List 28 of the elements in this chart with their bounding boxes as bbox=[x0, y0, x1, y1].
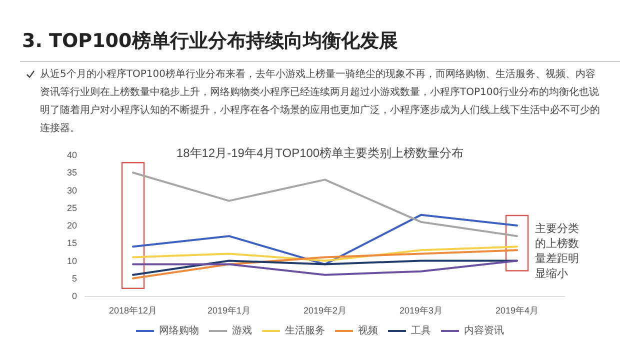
y-tick-label: 30 bbox=[66, 185, 77, 196]
x-tick-label: 2019年3月 bbox=[399, 306, 443, 316]
y-tick-label: 10 bbox=[66, 256, 77, 266]
legend-label: 工具 bbox=[411, 326, 431, 336]
legend-label: 生活服务 bbox=[285, 324, 325, 336]
annotation: 18年12月-19年4月TOP100榜单主要类别上榜数量分布 bbox=[176, 146, 464, 160]
x-tick-label: 2019年1月 bbox=[207, 306, 251, 316]
line-series bbox=[132, 246, 518, 262]
y-tick-label: 0 bbox=[72, 291, 77, 301]
y-tick-label: 5 bbox=[72, 273, 77, 284]
legend-label: 视频 bbox=[358, 324, 378, 336]
x-tick-label: 2018年12月 bbox=[108, 306, 158, 316]
x-tick-label: 2019年2月 bbox=[303, 306, 347, 316]
annotation: 主要分类的上榜数量差距明显缩小 bbox=[535, 222, 579, 280]
y-tick-label: 40 bbox=[66, 150, 77, 160]
y-tick-label: 35 bbox=[66, 168, 77, 178]
y-tick-label: 20 bbox=[66, 220, 77, 230]
line-series bbox=[132, 249, 518, 280]
y-tick-label: 15 bbox=[66, 238, 77, 248]
legend-label: 内容资讯 bbox=[464, 324, 504, 336]
chart-title: 3. TOP100榜单行业分布持续向均衡化发展 bbox=[22, 29, 398, 54]
line-series bbox=[132, 172, 518, 238]
legend-label: 游戏 bbox=[232, 324, 252, 336]
y-tick-label: 25 bbox=[66, 202, 77, 213]
legend-label: 网络购物 bbox=[159, 324, 199, 336]
x-tick-label: 2019年4月 bbox=[495, 306, 539, 316]
chart-subtitle: 从近5个月的小程序TOP100榜单行业分布来看，去年小游戏上榜量一骑绝尘的现象不再，而网络购物、生活服务、视频、内容资讯等行业则在上榜数量中稳步上升，网络购物类小程序已经连续两月超过小游戏数量，小程序TOP100行业分布的均衡化也说明了随着用户对小程序认知的不断提升，小程序在各个场景的应用也更加广泛，小程序逐步成为人们线上线下生活中必不可少的连接器。 bbox=[40, 68, 601, 136]
line-series bbox=[132, 214, 518, 266]
